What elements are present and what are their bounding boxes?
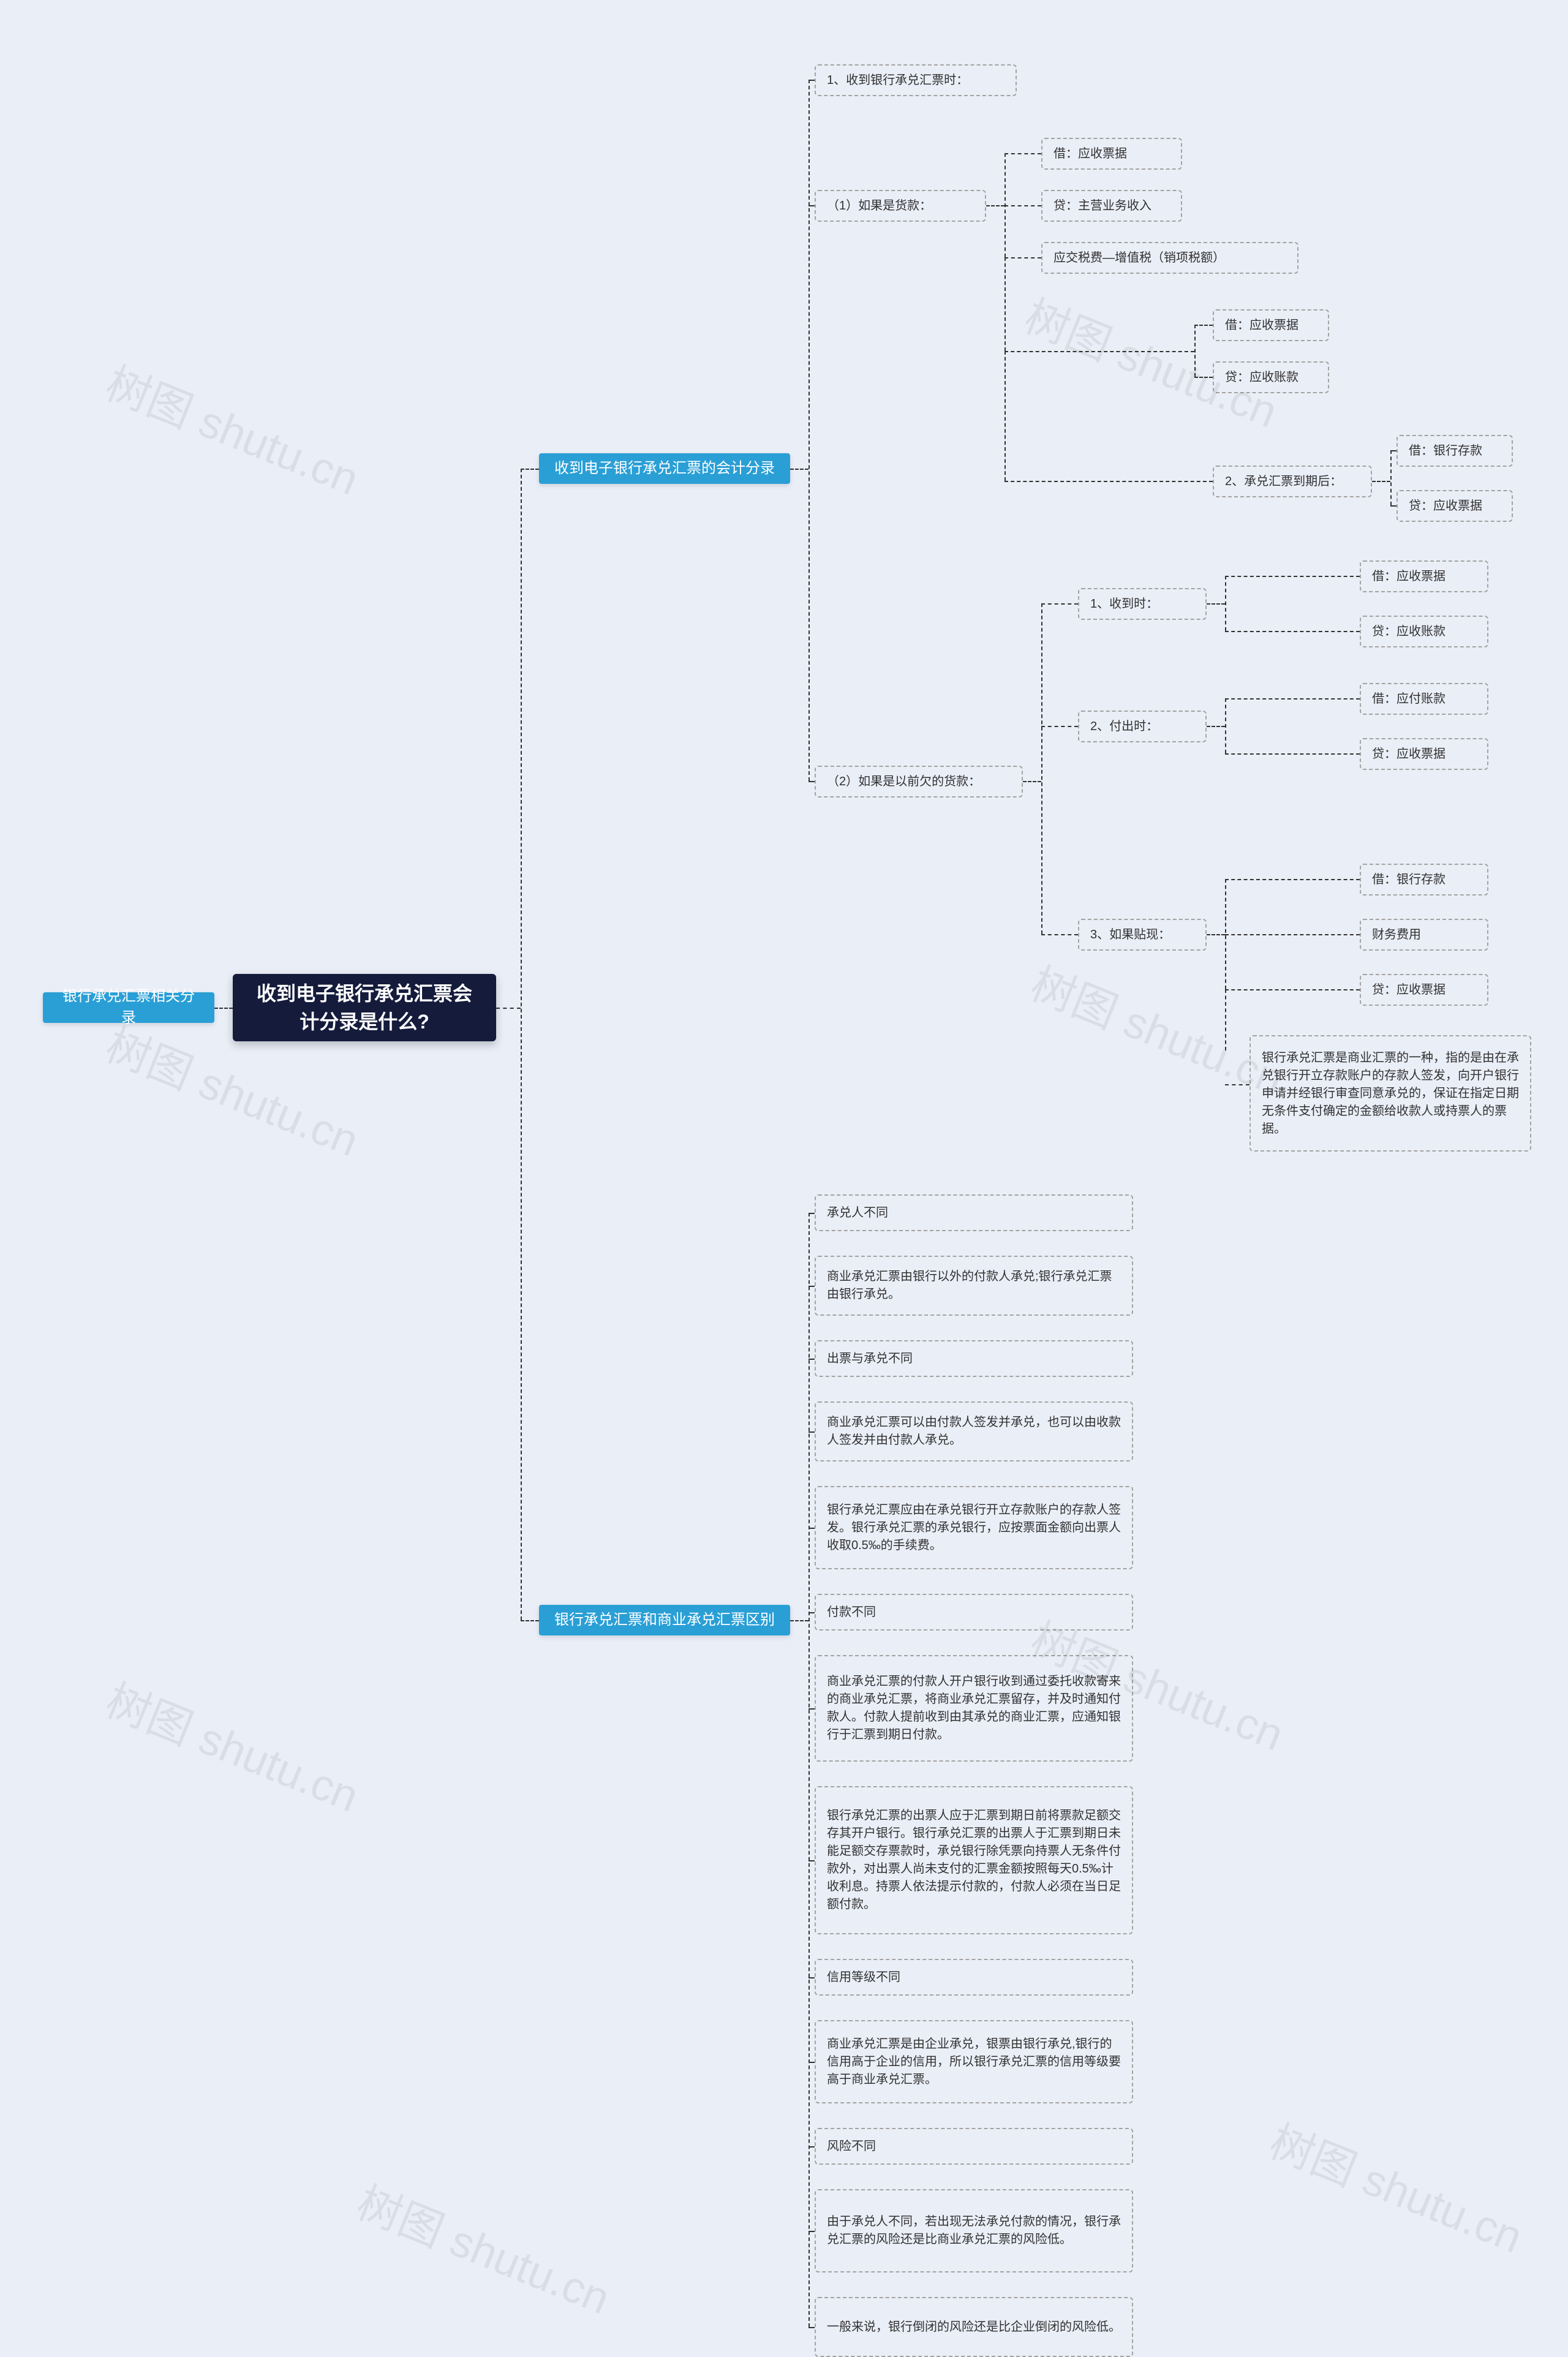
root-node: 收到电子银行承兑汇票会 计分录是什么? bbox=[233, 974, 496, 1041]
s2-item-8: 信用等级不同 bbox=[815, 1959, 1133, 1996]
section-2-title: 银行承兑汇票和商业承兑汇票区别 bbox=[539, 1605, 790, 1635]
s2-item-9: 商业承兑汇票是由企业承兑，银票由银行承兑,银行的信用高于企业的信用，所以银行承兑… bbox=[815, 2020, 1133, 2103]
s1-c3-g2-r0: 借：银行存款 bbox=[1360, 864, 1488, 896]
s2-item-5: 付款不同 bbox=[815, 1594, 1133, 1631]
s2-item-3: 商业承兑汇票可以由付款人签发并承兑，也可以由收款人签发并由付款人承兑。 bbox=[815, 1401, 1133, 1461]
s1-c1-row-1: 贷：主营业务收入 bbox=[1041, 190, 1182, 222]
s1-c3-g1: 2、付出时： bbox=[1078, 711, 1207, 742]
s2-item-2: 出票与承兑不同 bbox=[815, 1340, 1133, 1377]
s1-c1-row-2: 应交税费—增值税（销项税额） bbox=[1041, 242, 1298, 274]
s1-c1-row-0: 借：应收票据 bbox=[1041, 138, 1182, 170]
s1-c3-g1-r0: 借：应付账款 bbox=[1360, 683, 1488, 715]
s1-c3-g2: 3、如果贴现： bbox=[1078, 919, 1207, 951]
s2-item-10: 风险不同 bbox=[815, 2128, 1133, 2165]
watermark: 树图 shutu.cn bbox=[349, 2167, 621, 2327]
s1-c3-note: 银行承兑汇票是商业汇票的一种，指的是由在承兑银行开立存款账户的存款人签发，向开户… bbox=[1250, 1035, 1531, 1152]
s2-item-1: 商业承兑汇票由银行以外的付款人承兑;银行承兑汇票由银行承兑。 bbox=[815, 1256, 1133, 1316]
s1-c3-g0-r0: 借：应收票据 bbox=[1360, 560, 1488, 592]
s1-c1-d: 借：应收票据 bbox=[1213, 309, 1329, 341]
s1-c3: （2）如果是以前欠的货款： bbox=[815, 766, 1023, 798]
s1-c3-g0-r1: 贷：应收账款 bbox=[1360, 616, 1488, 647]
s1-c1: （1）如果是货款： bbox=[815, 190, 986, 222]
section-1-title: 收到电子银行承兑汇票的会计分录 bbox=[539, 453, 790, 484]
s2-item-4: 银行承兑汇票应由在承兑银行开立存款账户的存款人签发。银行承兑汇票的承兑银行，应按… bbox=[815, 1486, 1133, 1569]
s1-c3-g1-r1: 贷：应收票据 bbox=[1360, 738, 1488, 770]
left-tag: 银行承兑汇票相关分录 bbox=[43, 992, 214, 1023]
s1-c2-row-0: 借：银行存款 bbox=[1396, 435, 1513, 467]
s1-c3-g2-r1: 财务费用 bbox=[1360, 919, 1488, 951]
s2-item-6: 商业承兑汇票的付款人开户银行收到通过委托收款寄来的商业承兑汇票，将商业承兑汇票留… bbox=[815, 1655, 1133, 1762]
s1-c3-g0: 1、收到时： bbox=[1078, 588, 1207, 620]
s2-item-0: 承兑人不同 bbox=[815, 1194, 1133, 1231]
s1-c3-g2-r2: 贷：应收票据 bbox=[1360, 974, 1488, 1006]
watermark: 树图 shutu.cn bbox=[98, 1665, 370, 1825]
watermark: 树图 shutu.cn bbox=[1262, 2106, 1534, 2266]
s2-item-11: 由于承兑人不同，若出现无法承兑付款的情况，银行承兑汇票的风险还是比商业承兑汇票的… bbox=[815, 2189, 1133, 2272]
s2-item-7: 银行承兑汇票的出票人应于汇票到期日前将票款足额交存其开户银行。银行承兑汇票的出票… bbox=[815, 1786, 1133, 1934]
s1-c2: 2、承兑汇票到期后： bbox=[1213, 466, 1372, 497]
watermark: 树图 shutu.cn bbox=[1017, 281, 1289, 440]
s1-n1: 1、收到银行承兑汇票时： bbox=[815, 64, 1017, 96]
watermark: 树图 shutu.cn bbox=[98, 348, 370, 508]
s2-item-12: 一般来说，银行倒闭的风险还是比企业倒闭的风险低。 bbox=[815, 2297, 1133, 2357]
s1-c1-e: 贷：应收账款 bbox=[1213, 361, 1329, 393]
s1-c2-row-1: 贷：应收票据 bbox=[1396, 490, 1513, 522]
